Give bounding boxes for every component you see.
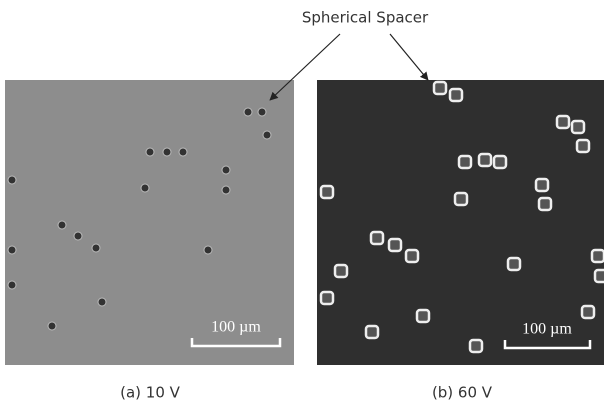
spacer <box>8 281 16 289</box>
spacer <box>8 176 16 184</box>
spacer <box>592 250 604 262</box>
spacer <box>557 116 569 128</box>
spacer <box>508 258 520 270</box>
annotation: Spherical Spacer <box>302 9 429 27</box>
spacer <box>8 246 16 254</box>
spacer <box>74 232 82 240</box>
spacer <box>459 156 471 168</box>
spacer <box>179 148 187 156</box>
spacer <box>494 156 506 168</box>
spacer <box>263 131 271 139</box>
figure: Spherical Spacer 100 µm 100 µm (a) 10 V … <box>0 0 604 412</box>
spacer <box>321 292 333 304</box>
spacer <box>434 82 446 94</box>
spacer <box>536 179 548 191</box>
spacer <box>450 89 462 101</box>
spacer <box>335 265 347 277</box>
spacer <box>539 198 551 210</box>
page: Spherical Spacer 100 µm 100 µm (a) 10 V … <box>0 0 604 412</box>
scale-bar-label: 100 µm <box>522 321 572 338</box>
spacer <box>577 140 589 152</box>
spacer <box>222 186 230 194</box>
spacer <box>572 121 584 133</box>
scale-bar-label: 100 µm <box>211 319 261 336</box>
spacer <box>222 166 230 174</box>
spacer <box>582 306 594 318</box>
spacer <box>470 340 482 352</box>
spacer <box>48 322 56 330</box>
spacer <box>258 108 266 116</box>
spacer <box>406 250 418 262</box>
caption: (a) 10 V <box>120 384 181 402</box>
spacer <box>389 239 401 251</box>
caption: (b) 60 V <box>432 384 493 402</box>
spacer <box>366 326 378 338</box>
spacer <box>371 232 383 244</box>
spacer <box>417 310 429 322</box>
spacer <box>204 246 212 254</box>
spacer <box>98 298 106 306</box>
spacer <box>455 193 467 205</box>
spacer <box>146 148 154 156</box>
spacer <box>141 184 149 192</box>
spacer <box>595 270 604 282</box>
spacer <box>92 244 100 252</box>
spacer <box>163 148 171 156</box>
spacer <box>479 154 491 166</box>
spacer <box>244 108 252 116</box>
arrow <box>390 34 428 80</box>
spacer <box>58 221 66 229</box>
spacer <box>321 186 333 198</box>
